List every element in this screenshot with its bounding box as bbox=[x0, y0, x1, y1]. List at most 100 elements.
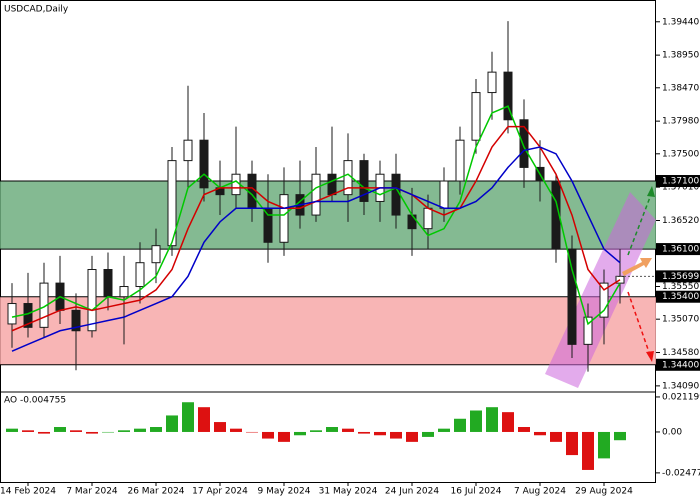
candle-body bbox=[151, 245, 161, 264]
ao-bar bbox=[6, 428, 18, 432]
ao-bar bbox=[438, 428, 450, 432]
ao-bar bbox=[214, 422, 226, 432]
candle-body bbox=[599, 282, 609, 318]
candle-body bbox=[199, 139, 209, 189]
level-label: 1.35699 bbox=[662, 272, 699, 282]
candle-body bbox=[487, 71, 497, 94]
candle-body bbox=[119, 286, 129, 298]
ao-bar bbox=[182, 402, 194, 432]
candle-body bbox=[279, 194, 289, 243]
x-tick-label: 31 May 2024 bbox=[319, 487, 378, 497]
candle-body bbox=[359, 160, 369, 202]
ao-bar bbox=[310, 430, 322, 432]
ao-bar bbox=[406, 431, 418, 442]
candle-body bbox=[551, 180, 561, 250]
level-badge bbox=[656, 290, 700, 303]
ao-bar bbox=[502, 412, 514, 432]
ao-bar bbox=[550, 431, 562, 442]
candle-body bbox=[263, 207, 273, 243]
ao-bar bbox=[118, 430, 130, 432]
ao-bar bbox=[230, 428, 242, 432]
indicator-title: AO -0.004755 bbox=[4, 396, 66, 406]
level-label: 1.35400 bbox=[662, 292, 699, 302]
y-tick-label: 1.35070 bbox=[662, 315, 699, 325]
y-tick-label: 1.34580 bbox=[662, 348, 699, 358]
ao-bar bbox=[22, 430, 34, 432]
ao-bar bbox=[294, 431, 306, 436]
candle-body bbox=[87, 269, 97, 332]
candle-body bbox=[231, 173, 241, 196]
candle-body bbox=[503, 71, 513, 121]
x-tick-label: 24 Jun 2024 bbox=[385, 487, 439, 497]
ao-bar bbox=[278, 431, 290, 442]
candle-body bbox=[439, 180, 449, 209]
x-tick-label: 7 Aug 2024 bbox=[514, 487, 566, 497]
y-tick-label: 1.35550 bbox=[662, 282, 699, 292]
level-badge bbox=[656, 243, 700, 256]
zone bbox=[0, 296, 656, 365]
y-tick-label: 1.34090 bbox=[662, 381, 699, 391]
indicator-tick-label: -0.024778 bbox=[662, 468, 700, 478]
ao-bar bbox=[150, 427, 162, 432]
candle-body bbox=[455, 139, 465, 182]
x-tick-label: 26 Mar 2024 bbox=[127, 487, 184, 497]
ao-bar bbox=[614, 431, 626, 441]
up-forecast-arrow bbox=[627, 191, 653, 256]
ao-bar bbox=[326, 427, 338, 432]
up-arrow-head bbox=[647, 186, 655, 197]
ao-bar bbox=[534, 431, 546, 436]
level-label: 1.37100 bbox=[662, 177, 699, 187]
x-tick-label: 17 Apr 2024 bbox=[192, 487, 248, 497]
ao-bar bbox=[246, 431, 258, 433]
level-label: 1.36100 bbox=[662, 245, 699, 255]
y-tick-label: 1.37980 bbox=[662, 117, 699, 127]
candle-body bbox=[407, 214, 417, 230]
candle-body bbox=[583, 316, 593, 345]
ao-bar bbox=[374, 431, 386, 436]
ao-bar bbox=[134, 428, 146, 432]
ao-bar bbox=[470, 410, 482, 432]
chart-title: USDCAD,Daily bbox=[4, 5, 69, 15]
y-tick-label: 1.37500 bbox=[662, 149, 699, 159]
candle-body bbox=[311, 173, 321, 216]
candle-body bbox=[567, 248, 577, 345]
ao-bar bbox=[38, 431, 50, 434]
level-label: 1.34400 bbox=[662, 360, 699, 370]
candle-body bbox=[471, 92, 481, 141]
candle-body bbox=[247, 173, 257, 209]
x-tick-label: 9 May 2024 bbox=[258, 487, 311, 497]
ao-bar bbox=[566, 431, 578, 456]
candle-body bbox=[519, 119, 529, 168]
y-tick-label: 1.39440 bbox=[662, 17, 699, 27]
ao-bar bbox=[86, 431, 98, 434]
ao-bar bbox=[582, 431, 594, 470]
x-tick-label: 7 Mar 2024 bbox=[66, 487, 118, 497]
ao-bar bbox=[422, 431, 434, 437]
ao-bar bbox=[598, 431, 610, 459]
candle-body bbox=[327, 173, 337, 196]
ao-bar bbox=[486, 407, 498, 432]
indicator-tick-label: 0.021199 bbox=[662, 392, 700, 402]
candle-body bbox=[183, 139, 193, 162]
ao-bar bbox=[390, 431, 402, 439]
level-badge bbox=[656, 175, 700, 188]
ao-bar bbox=[54, 427, 66, 432]
orange-arrow bbox=[622, 258, 652, 276]
level-badge bbox=[656, 270, 700, 283]
candle-body bbox=[391, 173, 401, 216]
indicator-tick-label: 0.00 bbox=[662, 427, 682, 437]
y-tick-label: 1.36520 bbox=[662, 216, 699, 226]
candle-body bbox=[103, 269, 113, 298]
ao-bar bbox=[198, 407, 210, 432]
candle-body bbox=[423, 207, 433, 230]
candle-body bbox=[71, 309, 81, 332]
ao-bar bbox=[518, 427, 530, 432]
moving-average bbox=[11, 146, 621, 352]
ao-bar bbox=[70, 430, 82, 432]
ao-bar bbox=[342, 428, 354, 432]
ao-bar bbox=[102, 431, 114, 433]
candle-body bbox=[135, 262, 145, 288]
ao-bar bbox=[454, 418, 466, 432]
y-tick-label: 1.38950 bbox=[662, 51, 699, 61]
